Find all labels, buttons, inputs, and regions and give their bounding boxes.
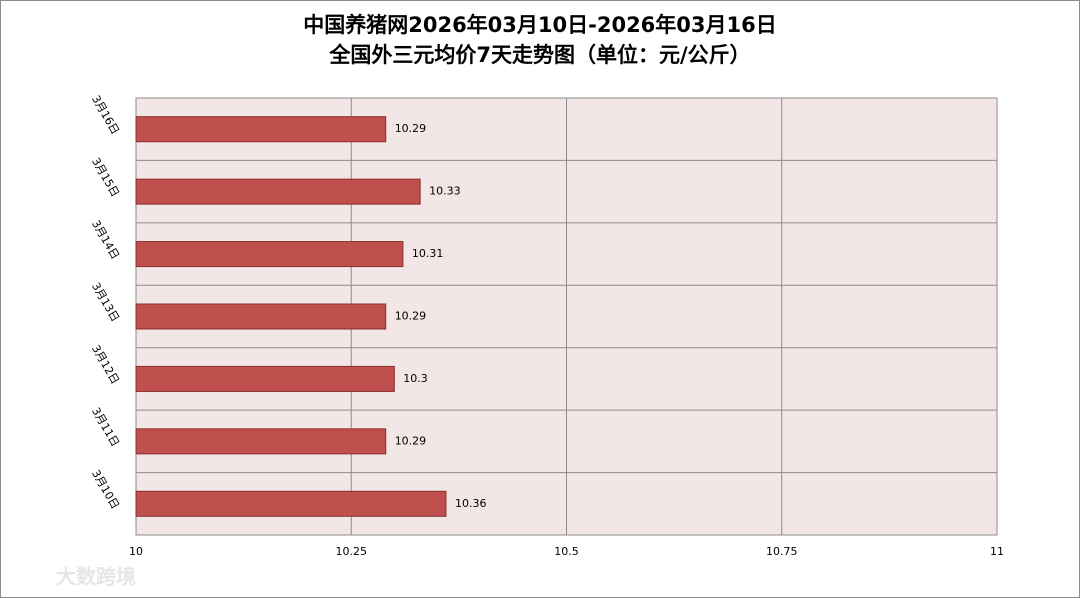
chart-subtitle: 全国外三元均价7天走势图（单位：元/公斤） (328, 43, 750, 67)
data-label: 10.36 (455, 497, 487, 510)
data-label: 10.3 (403, 372, 428, 385)
x-tick-label: 10.75 (766, 545, 798, 558)
bar (135, 116, 387, 143)
bar (135, 365, 395, 392)
data-label: 10.33 (429, 185, 461, 198)
bar (135, 241, 404, 268)
bar (135, 178, 421, 205)
x-tick-label: 11 (990, 545, 1004, 558)
bar (135, 490, 447, 517)
watermark: 大数跨境 (56, 565, 136, 589)
x-tick-label: 10 (129, 545, 143, 558)
bar (135, 428, 387, 455)
bar (135, 303, 387, 330)
data-label: 10.29 (395, 310, 427, 323)
data-label: 10.29 (395, 434, 427, 447)
data-label: 10.29 (395, 122, 427, 135)
x-tick-label: 10.5 (554, 545, 579, 558)
chart-title: 中国养猪网2026年03月10日-2026年03月16日 (303, 13, 777, 37)
data-label: 10.31 (412, 247, 444, 260)
x-tick-label: 10.25 (336, 545, 368, 558)
